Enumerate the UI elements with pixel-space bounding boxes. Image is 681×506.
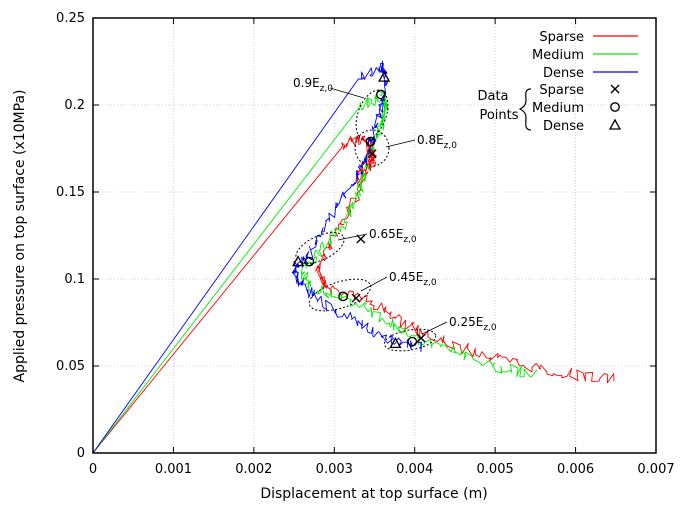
series-layer bbox=[93, 61, 614, 453]
data-points-legend-marker-sparse bbox=[611, 85, 619, 93]
data-points-legend-label: Dense bbox=[543, 119, 584, 134]
legend-label: Medium bbox=[532, 48, 584, 63]
y-tick-label: 0.25 bbox=[56, 11, 85, 26]
y-tick-label: 0.15 bbox=[56, 185, 85, 200]
annotations-layer: 0.9Ez,0 0.8Ez,0 0.65Ez,0 0.45Ez,0 0.25Ez,0 bbox=[291, 76, 497, 354]
legend: Sparse Medium Dense bbox=[532, 30, 638, 81]
annotation-leader bbox=[422, 322, 447, 334]
x-axis-label: Displacement at top surface (m) bbox=[260, 486, 487, 502]
series-line-medium bbox=[93, 91, 537, 453]
data-points-legend: Data Points Sparse Medium Dense bbox=[477, 83, 620, 134]
x-tick-label: 0.005 bbox=[477, 462, 514, 477]
annotation-label: 0.8Ez,0 bbox=[417, 133, 457, 151]
data-points-layer bbox=[293, 72, 425, 347]
y-tick-label: 0.2 bbox=[64, 98, 85, 113]
series-line-sparse bbox=[93, 135, 614, 453]
brace bbox=[520, 89, 531, 130]
x-tick-label: 0.007 bbox=[637, 462, 674, 477]
y-tick-label: 0.1 bbox=[64, 272, 85, 287]
annotation-leader bbox=[386, 140, 415, 147]
y-tick-label: 0 bbox=[77, 446, 85, 461]
annotation-label: 0.65Ez,0 bbox=[369, 227, 417, 245]
annotation-ellipse bbox=[350, 86, 394, 144]
legend-label: Dense bbox=[543, 66, 584, 81]
data-points-legend-marker-dense bbox=[610, 120, 620, 129]
data-points-legend-label: Medium bbox=[532, 101, 584, 116]
annotation-leader bbox=[330, 88, 364, 98]
x-axis: 0 0.001 0.002 0.003 0.004 0.005 0.006 0.007 bbox=[89, 18, 675, 477]
x-tick-label: 0.001 bbox=[155, 462, 192, 477]
x-tick-label: 0.004 bbox=[396, 462, 433, 477]
x-tick-label: 0.002 bbox=[235, 462, 272, 477]
annotation-label: 0.45Ez,0 bbox=[389, 270, 437, 288]
annotation-label: 0.25Ez,0 bbox=[449, 315, 497, 333]
data-points-title: Points bbox=[479, 108, 518, 123]
x-tick-label: 0 bbox=[89, 462, 97, 477]
legend-label: Sparse bbox=[539, 30, 584, 45]
y-tick-label: 0.05 bbox=[56, 359, 85, 374]
data-points-title: Data bbox=[477, 89, 508, 104]
y-axis-label: Applied pressure on top surface (x10MPa) bbox=[12, 90, 28, 383]
data-points-legend-marker-medium bbox=[611, 103, 619, 111]
x-tick-label: 0.006 bbox=[557, 462, 594, 477]
annotation-ellipse bbox=[306, 273, 375, 318]
annotation-label: 0.9Ez,0 bbox=[293, 76, 333, 94]
data-points-legend-label: Sparse bbox=[539, 83, 584, 98]
annotation-leader bbox=[361, 277, 387, 291]
series-line-dense bbox=[93, 61, 422, 453]
x-tick-label: 0.003 bbox=[316, 462, 353, 477]
